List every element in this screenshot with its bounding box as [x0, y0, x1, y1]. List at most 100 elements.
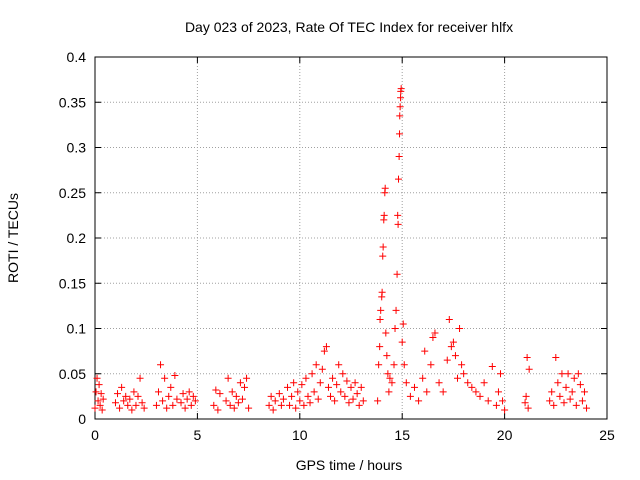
- data-point: [384, 370, 392, 378]
- data-point: [341, 392, 349, 400]
- data-point: [94, 397, 102, 405]
- data-point: [304, 392, 312, 400]
- data-point: [445, 315, 453, 323]
- data-point: [191, 397, 199, 405]
- data-point: [159, 397, 167, 405]
- data-point: [492, 401, 500, 409]
- data-point: [391, 325, 399, 332]
- data-point: [393, 270, 401, 278]
- data-point: [419, 374, 427, 382]
- data-point: [306, 399, 314, 407]
- data-point: [480, 379, 488, 387]
- data-point: [392, 306, 400, 314]
- data-point: [124, 401, 132, 409]
- data-point: [378, 288, 386, 296]
- data-point: [443, 356, 451, 364]
- data-point: [216, 390, 224, 398]
- data-point: [415, 397, 423, 405]
- data-point: [453, 374, 461, 382]
- data-point: [331, 397, 339, 405]
- data-point: [238, 395, 246, 403]
- data-point: [398, 338, 406, 346]
- data-point: [179, 390, 187, 398]
- y-tick-label: 0: [78, 411, 86, 427]
- data-point: [410, 383, 418, 391]
- data-point: [397, 85, 405, 93]
- data-point: [400, 361, 408, 369]
- data-point: [140, 404, 148, 412]
- data-point: [111, 399, 119, 407]
- data-point: [320, 347, 328, 355]
- data-point: [312, 361, 320, 369]
- data-point: [163, 404, 171, 412]
- data-point: [558, 370, 566, 378]
- y-tick-label: 0.25: [59, 185, 86, 201]
- data-point: [232, 392, 240, 400]
- data-point: [161, 374, 169, 382]
- data-point: [468, 383, 476, 391]
- data-point: [574, 370, 582, 378]
- data-point: [152, 401, 160, 409]
- data-point: [265, 401, 273, 409]
- data-point: [562, 383, 570, 391]
- data-point: [185, 388, 193, 396]
- data-point: [380, 211, 388, 219]
- y-tick-label: 0.05: [59, 366, 86, 382]
- data-point: [379, 243, 387, 251]
- data-point: [388, 379, 396, 387]
- data-point: [308, 370, 316, 378]
- data-point: [230, 404, 238, 412]
- data-point: [314, 395, 322, 403]
- data-point: [353, 390, 361, 398]
- data-point: [406, 392, 414, 400]
- data-point: [548, 388, 556, 396]
- data-point: [431, 329, 439, 337]
- gridlines: [95, 57, 607, 419]
- data-point: [522, 392, 530, 400]
- data-point: [395, 153, 403, 161]
- data-point: [96, 401, 104, 409]
- data-point: [421, 347, 429, 355]
- data-point: [128, 406, 136, 414]
- data-point: [386, 374, 394, 382]
- data-point: [93, 374, 101, 382]
- data-point: [385, 388, 393, 396]
- data-point: [97, 390, 105, 398]
- data-point: [183, 395, 191, 403]
- y-tick-label: 0.4: [67, 49, 87, 65]
- data-point: [524, 404, 532, 412]
- data-point: [120, 397, 128, 405]
- data-point: [118, 383, 126, 391]
- data-point: [456, 325, 464, 332]
- data-point: [449, 338, 457, 346]
- data-point: [284, 383, 292, 391]
- data-point: [222, 397, 230, 405]
- data-point: [383, 352, 391, 360]
- data-point: [525, 365, 533, 373]
- data-point: [396, 103, 404, 111]
- data-point: [379, 252, 387, 260]
- data-point: [375, 361, 383, 369]
- data-point: [132, 401, 140, 409]
- data-point: [439, 388, 447, 396]
- data-point: [327, 392, 335, 400]
- data-point: [397, 94, 405, 102]
- axis-ticks: 0 5 10 15 20 25 0 0.05 0.1 0.15 0.2 0.25 0.3 0.35 0.4: [59, 49, 615, 443]
- data-point: [333, 381, 341, 389]
- data-point: [396, 130, 404, 138]
- data-point: [322, 343, 330, 351]
- data-point: [552, 353, 560, 361]
- data-point: [396, 112, 404, 120]
- data-point: [335, 361, 343, 369]
- data-point: [245, 404, 253, 412]
- data-point: [359, 397, 367, 405]
- data-point: [267, 392, 275, 400]
- data-point: [570, 374, 578, 382]
- data-point: [566, 395, 574, 403]
- data-point: [345, 399, 353, 407]
- data-point: [395, 175, 403, 183]
- data-point: [275, 390, 283, 398]
- data-point: [165, 392, 173, 400]
- data-point: [423, 388, 431, 396]
